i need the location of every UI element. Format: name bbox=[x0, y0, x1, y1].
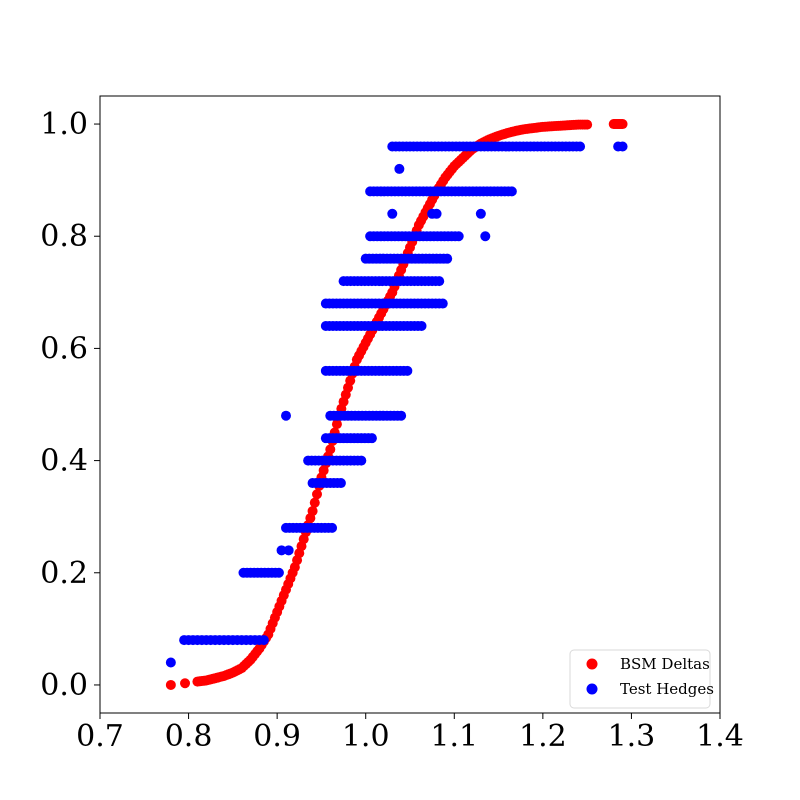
test-hedge-point bbox=[273, 567, 284, 578]
test-hedge-point bbox=[366, 433, 377, 444]
bsm-delta-point bbox=[309, 497, 320, 508]
bsm-deltas-points bbox=[165, 119, 628, 690]
x-tick-label: 1.2 bbox=[519, 719, 567, 754]
test-hedge-point bbox=[431, 208, 442, 219]
y-axis: 0.0 0.2 0.4 0.6 0.8 1.0 bbox=[40, 107, 100, 703]
x-tick-label: 0.7 bbox=[76, 719, 124, 754]
test-hedge-point bbox=[394, 163, 405, 174]
y-tick-label: 0.0 bbox=[40, 668, 88, 703]
legend-label-test-hedges: Test Hedges bbox=[620, 680, 714, 698]
test-hedge-point bbox=[480, 231, 491, 242]
test-hedge-point bbox=[283, 545, 294, 556]
bsm-delta-point bbox=[165, 679, 176, 690]
test-hedge-point bbox=[402, 365, 413, 376]
test-hedge-point bbox=[165, 657, 176, 668]
x-tick-label: 1.0 bbox=[342, 719, 390, 754]
y-tick-label: 0.4 bbox=[40, 444, 88, 479]
test-hedge-point bbox=[276, 545, 287, 556]
test-hedge-point bbox=[506, 186, 517, 197]
plot-frame bbox=[99, 95, 721, 714]
test-hedge-point bbox=[356, 455, 367, 466]
test-hedge-point bbox=[617, 141, 628, 152]
test-hedge-point bbox=[442, 253, 453, 264]
legend-marker-bsm-deltas bbox=[586, 658, 598, 670]
bsm-delta-point bbox=[331, 419, 342, 430]
test-hedge-point bbox=[575, 141, 586, 152]
bsm-delta-point bbox=[325, 444, 336, 455]
test-hedge-point bbox=[387, 208, 398, 219]
legend-marker-test-hedges bbox=[586, 683, 598, 695]
test-hedge-point bbox=[281, 410, 291, 421]
bsm-delta-point bbox=[307, 506, 318, 517]
bsm-delta-point bbox=[312, 489, 322, 500]
legend-label-bsm-deltas: BSM Deltas bbox=[620, 655, 710, 673]
bsm-delta-point bbox=[582, 119, 593, 130]
y-tick-label: 0.2 bbox=[40, 556, 88, 591]
test-hedge-point bbox=[396, 410, 407, 421]
bsm-delta-point bbox=[180, 678, 191, 689]
y-tick-label: 0.8 bbox=[40, 219, 88, 254]
bsm-delta-point bbox=[617, 119, 628, 130]
x-tick-label: 0.9 bbox=[253, 719, 301, 754]
x-tick-label: 0.8 bbox=[165, 719, 213, 754]
test-hedges-points bbox=[165, 141, 628, 668]
y-tick-label: 0.6 bbox=[40, 331, 88, 366]
x-tick-label: 1.4 bbox=[696, 719, 744, 754]
test-hedge-point bbox=[416, 320, 427, 331]
test-hedge-point bbox=[335, 478, 346, 489]
x-tick-label: 1.1 bbox=[430, 719, 478, 754]
y-tick-label: 1.0 bbox=[40, 107, 88, 142]
x-tick-label: 1.3 bbox=[608, 719, 656, 754]
test-hedge-point bbox=[475, 208, 486, 219]
test-hedge-point bbox=[453, 231, 464, 242]
x-axis: 0.7 0.8 0.9 1.0 1.1 1.2 1.3 1.4 bbox=[76, 713, 744, 754]
test-hedge-point bbox=[258, 635, 269, 646]
legend-box bbox=[569, 649, 711, 709]
legend: BSM Deltas Test Hedges bbox=[569, 649, 714, 709]
test-hedge-point bbox=[327, 522, 338, 533]
test-hedge-point bbox=[434, 276, 445, 287]
test-hedge-point bbox=[437, 298, 448, 309]
